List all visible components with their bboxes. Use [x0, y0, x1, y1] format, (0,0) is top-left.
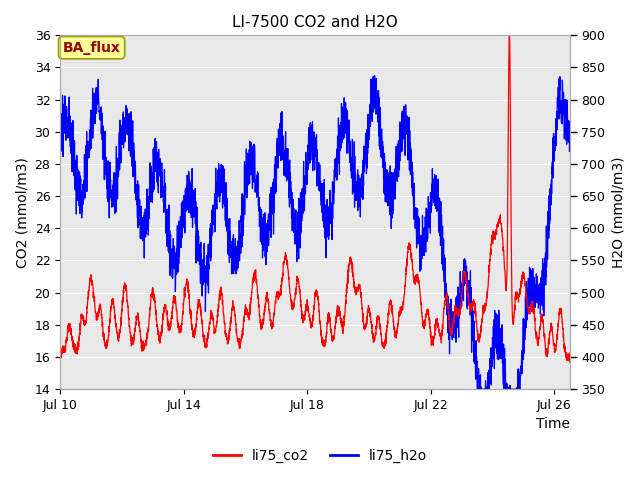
- X-axis label: Time: Time: [536, 418, 570, 432]
- Y-axis label: H2O (mmol/m3): H2O (mmol/m3): [611, 156, 625, 268]
- Y-axis label: CO2 (mmol/m3): CO2 (mmol/m3): [15, 157, 29, 268]
- Legend: li75_co2, li75_h2o: li75_co2, li75_h2o: [207, 443, 433, 468]
- Title: LI-7500 CO2 and H2O: LI-7500 CO2 and H2O: [232, 15, 398, 30]
- Text: BA_flux: BA_flux: [63, 41, 120, 55]
